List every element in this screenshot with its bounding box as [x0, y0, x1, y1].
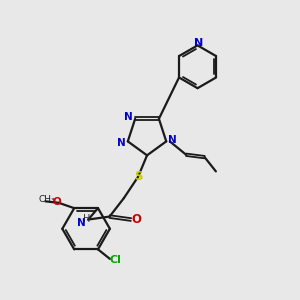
Text: CH₃: CH₃ — [39, 195, 55, 204]
Text: Cl: Cl — [110, 255, 122, 266]
Text: N: N — [124, 112, 133, 122]
Text: O: O — [53, 197, 62, 207]
Text: N: N — [118, 138, 126, 148]
Text: N: N — [168, 135, 177, 145]
Text: H: H — [83, 214, 90, 224]
Text: N: N — [77, 218, 86, 228]
Text: O: O — [131, 213, 141, 226]
Text: N: N — [194, 38, 203, 48]
Text: S: S — [134, 170, 142, 183]
